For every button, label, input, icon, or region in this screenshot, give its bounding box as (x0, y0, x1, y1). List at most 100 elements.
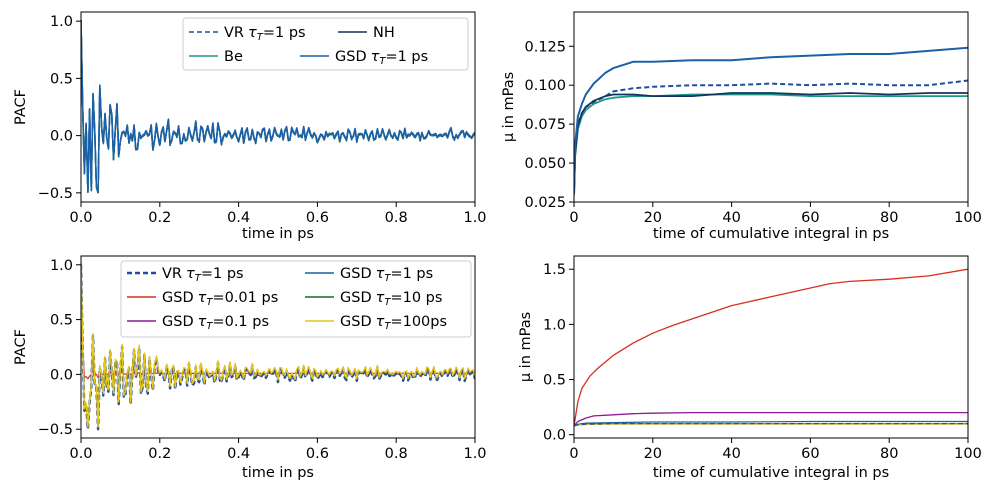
series-line-gsd-t-100ps (574, 423, 968, 427)
x-tick-label: 0.8 (385, 210, 408, 226)
x-tick-label: 0.2 (148, 210, 171, 226)
series-line-gsd (81, 19, 475, 193)
ticks-bottom-right: 0 20 40 60 80 100 0.0 0.5 1.0 1.5 (543, 262, 982, 462)
y-tick-label: 0.5 (50, 313, 73, 329)
legend-name: GSD (162, 314, 194, 330)
panel-bottom-left: 0.0 0.2 0.4 0.6 0.8 1.0 −0.5 0.0 0.5 1.0 time in … (13, 255, 487, 481)
legend-tau: =1 ps (385, 49, 428, 65)
y-tick-label: 0.125 (524, 39, 566, 55)
legend-tau: =100ps (390, 314, 447, 330)
tau-symbol: τ (248, 25, 257, 41)
x-tick-label: 60 (801, 446, 819, 462)
tau-subscript: T (206, 297, 213, 308)
x-tick-label: 100 (954, 446, 982, 462)
x-tick-label: 0.8 (385, 446, 408, 462)
legend-tau: =0.01 ps (212, 290, 278, 306)
legend-label-gsd-0.1: GSD τT=0.1 ps (162, 314, 269, 332)
x-tick-label: 0.4 (227, 446, 250, 462)
panel-top-left: 0.0 0.2 0.4 0.6 0.8 1.0 −0.5 0.0 0.5 1.0 time in … (13, 11, 487, 242)
legend-name: GSD (335, 49, 367, 65)
legend-bottom-left: VR τT=1 ps GSD τT=0.01 ps GSD τT=0.1 ps GSD… (120, 260, 472, 338)
tau-symbol: τ (371, 49, 380, 65)
legend-label-be: Be (224, 49, 243, 65)
axes-frame (80, 11, 476, 203)
y-tick-label: 0.0 (50, 129, 73, 145)
y-tick-label: 0.075 (524, 117, 566, 133)
tau-symbol: τ (376, 290, 385, 306)
x-tick-label: 0 (569, 210, 578, 226)
plot-area-bottom-left (81, 262, 475, 431)
tau-subscript: T (384, 321, 391, 332)
y-tick-label: 1.0 (50, 14, 73, 30)
x-axis-label: time of cumulative integral in ps (653, 226, 889, 242)
x-tick-label: 0 (569, 446, 578, 462)
series-line-gsd-t-0-1-ps (574, 411, 968, 427)
tau-symbol: τ (198, 314, 207, 330)
legend-top-left: VR τT=1 ps NH Be GSD τT=1 ps (182, 17, 469, 71)
axes-frame (80, 255, 476, 439)
y-tick-label: 0.100 (524, 78, 566, 94)
series-line-be (574, 93, 968, 195)
y-axis-label: μ in mPas (501, 72, 517, 142)
legend-tau: =1 ps (263, 25, 306, 41)
plot-area-top-left (81, 19, 475, 194)
x-tick-label: 0.0 (69, 446, 92, 462)
axes-frame (573, 255, 969, 439)
tau-subscript: T (195, 273, 202, 284)
legend-label-nh: NH (373, 25, 395, 41)
x-tick-label: 20 (644, 210, 662, 226)
tau-symbol: τ (186, 266, 195, 282)
tau-subscript: T (379, 56, 386, 67)
x-tick-label: 80 (880, 446, 898, 462)
legend-label-gsd: GSD τT=1 ps (335, 49, 428, 67)
y-tick-label: 0.5 (50, 71, 73, 87)
x-axis-label: time in ps (242, 465, 314, 481)
tau-subscript: T (206, 321, 213, 332)
legend-name: GSD (162, 290, 194, 306)
y-tick-label: 0.0 (50, 367, 73, 383)
series-line-gsd (81, 262, 475, 428)
y-tick-label: −0.5 (38, 186, 73, 202)
legend-label-vr: VR τT=1 ps (224, 25, 306, 43)
x-tick-label: 40 (722, 446, 740, 462)
axes-frame (573, 11, 969, 203)
ticks-top-right: 0 20 40 60 80 100 0.025 0.050 0.075 0.100 0.125 (524, 39, 981, 226)
y-axis-label: μ in mPas (518, 312, 534, 382)
series-line-vr-t-1-ps (574, 79, 968, 195)
legend-name: GSD (340, 314, 372, 330)
tau-subscript: T (384, 297, 391, 308)
y-tick-label: −0.5 (38, 422, 73, 438)
x-tick-label: 40 (722, 210, 740, 226)
series-line-gsd-t-1-ps (574, 420, 968, 427)
legend-tau: =1 ps (201, 266, 244, 282)
y-tick-label: 0.025 (524, 195, 566, 211)
tau-symbol: τ (376, 266, 385, 282)
panel-bottom-right: 0 20 40 60 80 100 0.0 0.5 1.0 1.5 time of cumulat… (518, 255, 982, 481)
legend-label-gsd-100: GSD τT=100ps (340, 314, 447, 332)
y-tick-label: 1.5 (543, 262, 566, 278)
x-tick-label: 20 (644, 446, 662, 462)
legend-frame (182, 17, 469, 71)
y-tick-label: 0.050 (524, 156, 566, 172)
series-line-gsd-t-1-ps (574, 46, 968, 195)
legend-tau: =1 ps (390, 266, 433, 282)
series-line-vr-t-1-ps (574, 423, 968, 427)
series-group (574, 46, 968, 195)
ticks-bottom-left: 0.0 0.2 0.4 0.6 0.8 1.0 −0.5 0.0 0.5 1.0 (38, 258, 487, 462)
legend-tau: =10 ps (390, 290, 442, 306)
panel-top-right: 0 20 40 60 80 100 0.025 0.050 0.075 0.100 0.125 ti… (501, 11, 982, 242)
legend-tau: =0.1 ps (212, 314, 269, 330)
plot-area-bottom-right (574, 268, 968, 427)
legend-label-gsd-1: GSD τT=1 ps (340, 266, 433, 284)
legend-name: GSD (340, 266, 372, 282)
y-tick-label: 1.0 (543, 317, 566, 333)
series-group (81, 19, 475, 194)
tau-symbol: τ (198, 290, 207, 306)
x-tick-label: 0.6 (306, 210, 329, 226)
x-tick-label: 0.0 (69, 210, 92, 226)
legend-label-gsd-0.01: GSD τT=0.01 ps (162, 290, 278, 308)
plot-area-top-right (574, 46, 968, 195)
x-tick-label: 1.0 (463, 210, 486, 226)
x-tick-label: 0.2 (148, 446, 171, 462)
